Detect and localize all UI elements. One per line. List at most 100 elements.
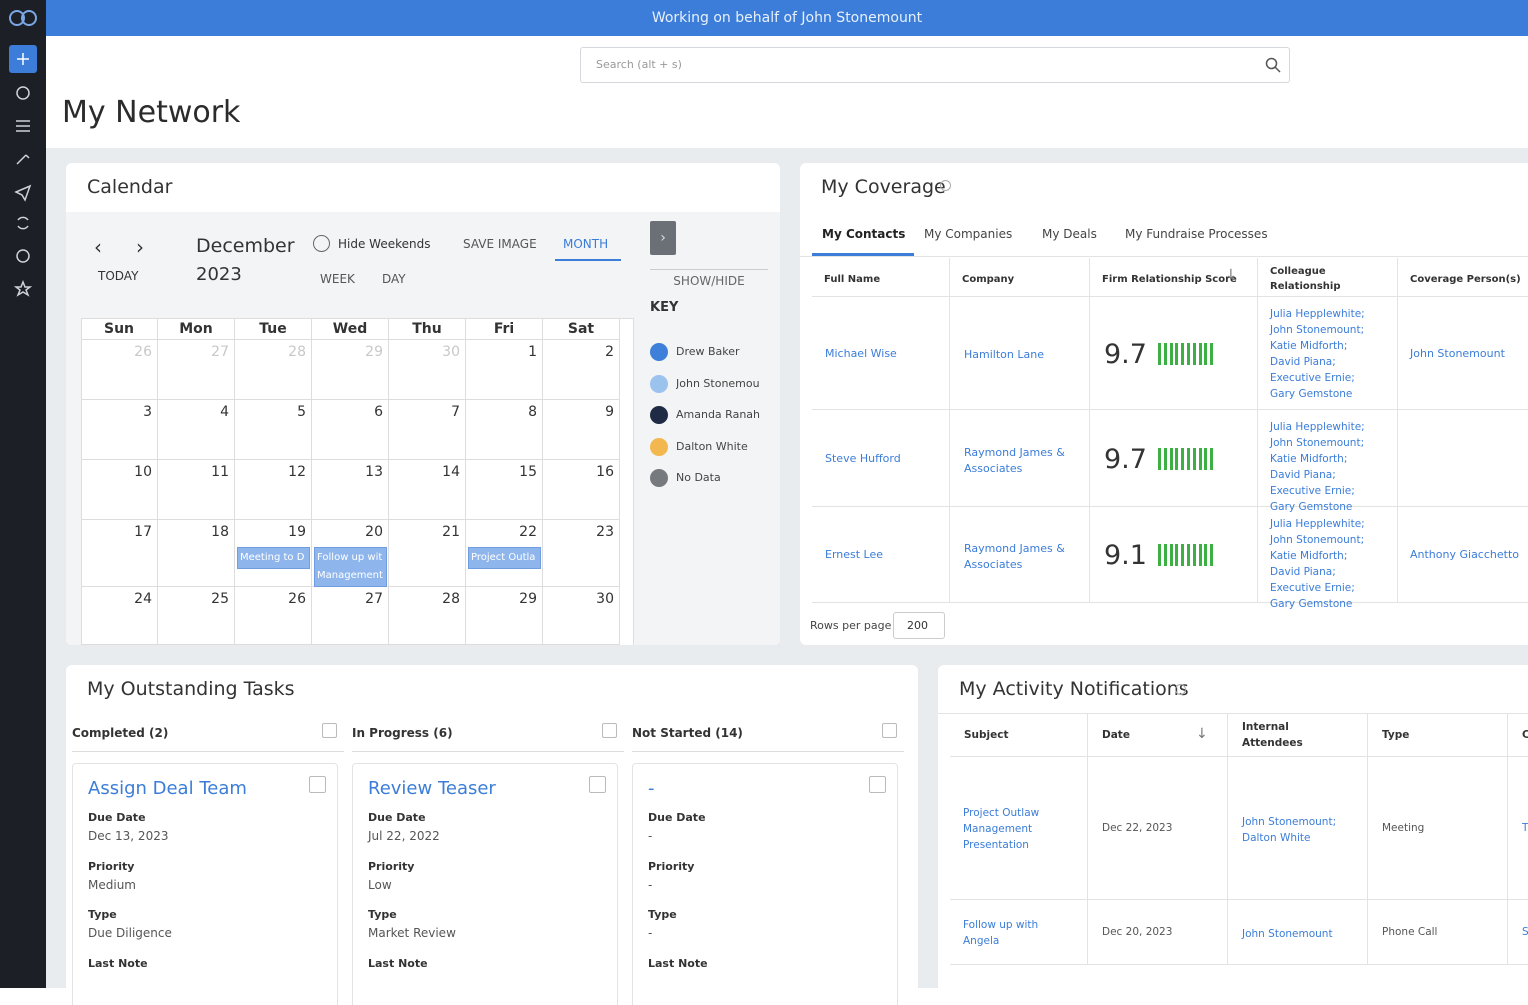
field-value: -	[648, 877, 653, 892]
card-checkbox[interactable]	[309, 776, 326, 793]
colleague[interactable]: John Stonemount;	[1270, 437, 1365, 449]
contact-name[interactable]: Michael Wise	[825, 346, 897, 360]
task-title[interactable]: -	[648, 778, 655, 799]
colleague[interactable]: Executive Ernie;	[1270, 485, 1355, 497]
view-button[interactable]: MONTH	[563, 237, 609, 251]
task-title[interactable]: Review Teaser	[368, 778, 496, 799]
sort-icon[interactable]: ↓	[1196, 726, 1208, 742]
extra[interactable]: S	[1522, 925, 1528, 938]
tab[interactable]: My Contacts	[822, 227, 906, 241]
column-header[interactable]: Coverage Person(s)	[1398, 258, 1528, 297]
show-hide-label[interactable]: SHOW/HIDE	[650, 269, 768, 288]
coverage-person[interactable]: John Stonemount	[1410, 346, 1505, 360]
colleague[interactable]: Julia Hepplewhite;	[1270, 421, 1365, 433]
colleague[interactable]: John Stonemount;	[1270, 324, 1365, 336]
today-button[interactable]: TODAY	[98, 269, 139, 283]
attendees[interactable]: John Stonemount	[1242, 927, 1333, 940]
score-bar	[1187, 342, 1190, 365]
field-label: Priority	[88, 859, 135, 873]
hide-weekends-radio[interactable]	[313, 235, 330, 252]
column-checkbox[interactable]	[602, 723, 617, 738]
colleague[interactable]: David Piana;	[1270, 566, 1336, 578]
day-cell	[543, 340, 620, 400]
column-divider	[352, 751, 624, 752]
colleague[interactable]: Gary Gemstone	[1270, 388, 1353, 400]
attendees[interactable]: John Stonemount; Dalton White	[1242, 815, 1337, 844]
contact-name[interactable]: Steve Hufford	[825, 451, 901, 465]
nav-send[interactable]	[14, 184, 32, 202]
save-image-button[interactable]: SAVE IMAGE	[463, 237, 537, 251]
rows-per-page-select[interactable]: 200	[893, 612, 945, 639]
colleague[interactable]: Executive Ernie;	[1270, 372, 1355, 384]
field-label: Due Date	[368, 811, 426, 824]
colleague[interactable]: Katie Midforth;	[1270, 550, 1348, 562]
contact-name[interactable]: Ernest Lee	[825, 548, 884, 561]
coverage-person[interactable]: Anthony Giacchetto	[1410, 548, 1520, 561]
search-box[interactable]: Search (alt + s)	[580, 47, 1290, 83]
nav-sync[interactable]	[17, 216, 29, 230]
colleague[interactable]: David Piana;	[1270, 469, 1336, 481]
task-title[interactable]: Assign Deal Team	[88, 778, 247, 799]
column-header[interactable]: Internal Attendees	[1228, 714, 1368, 757]
score-bar	[1163, 447, 1167, 470]
view-button[interactable]: DAY	[382, 272, 406, 286]
calendar-event[interactable]: Project Outla	[468, 547, 541, 569]
table-cell	[812, 297, 950, 410]
day-number: 29	[519, 591, 537, 607]
company[interactable]: Raymond James & Associates	[964, 445, 1065, 475]
colleague[interactable]: Executive Ernie;	[1270, 582, 1355, 594]
nav-dashboard[interactable]	[16, 86, 30, 100]
column-header[interactable]: C	[1508, 714, 1528, 757]
info-icon	[1175, 684, 1186, 695]
next-button[interactable]: ›	[136, 235, 144, 259]
column-header[interactable]: Full Name	[812, 258, 950, 297]
calendar-event[interactable]: Meeting to D	[237, 547, 310, 569]
subject[interactable]: Follow up with Angela	[963, 918, 1039, 947]
view-button[interactable]: WEEK	[320, 272, 355, 286]
colleague[interactable]: Gary Gemstone	[1270, 501, 1353, 513]
table-cell	[950, 410, 1090, 507]
company[interactable]: Raymond James & Associates	[964, 542, 1065, 571]
colleague[interactable]: Gary Gemstone	[1270, 598, 1353, 610]
key-name: No Data	[676, 471, 721, 484]
column-header[interactable]: Firm Relationship Score	[1090, 258, 1258, 297]
subject[interactable]: Project Outlaw Management Presentation	[963, 806, 1040, 851]
tab[interactable]: My Deals	[1042, 227, 1097, 241]
extra[interactable]: T	[1522, 821, 1528, 834]
column-checkbox[interactable]	[322, 723, 337, 738]
colleague[interactable]: Katie Midforth;	[1270, 340, 1348, 352]
column-header[interactable]: Date	[1088, 714, 1228, 757]
sort-icon[interactable]: ↓	[1225, 267, 1237, 283]
colleague[interactable]: John Stonemount;	[1270, 534, 1365, 546]
colleague[interactable]: Katie Midforth;	[1270, 453, 1348, 465]
day-cell	[543, 520, 620, 587]
card-checkbox[interactable]	[589, 776, 606, 793]
column-header[interactable]: Type	[1368, 714, 1508, 757]
column-header[interactable]: Subject	[950, 714, 1088, 757]
day-number: 27	[211, 344, 229, 360]
search-icon[interactable]	[1265, 57, 1281, 73]
tab[interactable]: My Companies	[924, 227, 1013, 241]
column-header[interactable]: Company	[950, 258, 1090, 297]
colleague[interactable]: Julia Hepplewhite;	[1270, 308, 1365, 320]
tabs-divider	[800, 256, 1528, 257]
column-checkbox[interactable]	[882, 723, 897, 738]
day-cell	[543, 400, 620, 460]
nav-list[interactable]	[16, 120, 30, 132]
nav-favorites[interactable]	[13, 279, 33, 297]
key-dot	[650, 374, 668, 393]
nav-tools[interactable]	[16, 154, 30, 165]
card-checkbox[interactable]	[869, 776, 886, 793]
colleague[interactable]: David Piana;	[1270, 356, 1336, 368]
collapse-button[interactable]: ›	[650, 221, 676, 255]
score-bar	[1198, 447, 1202, 470]
header-divider	[938, 713, 1528, 714]
colleague[interactable]: Julia Hepplewhite;	[1270, 518, 1365, 530]
column-header[interactable]: Colleague Relationship	[1258, 258, 1398, 297]
prev-button[interactable]: ‹	[94, 235, 102, 259]
calendar-event[interactable]: Follow up wit Management	[314, 547, 387, 587]
day-number: 6	[374, 404, 383, 420]
tab[interactable]: My Fundraise Processes	[1125, 227, 1268, 241]
nav-history[interactable]	[16, 249, 30, 263]
company[interactable]: Hamilton Lane	[964, 347, 1044, 361]
